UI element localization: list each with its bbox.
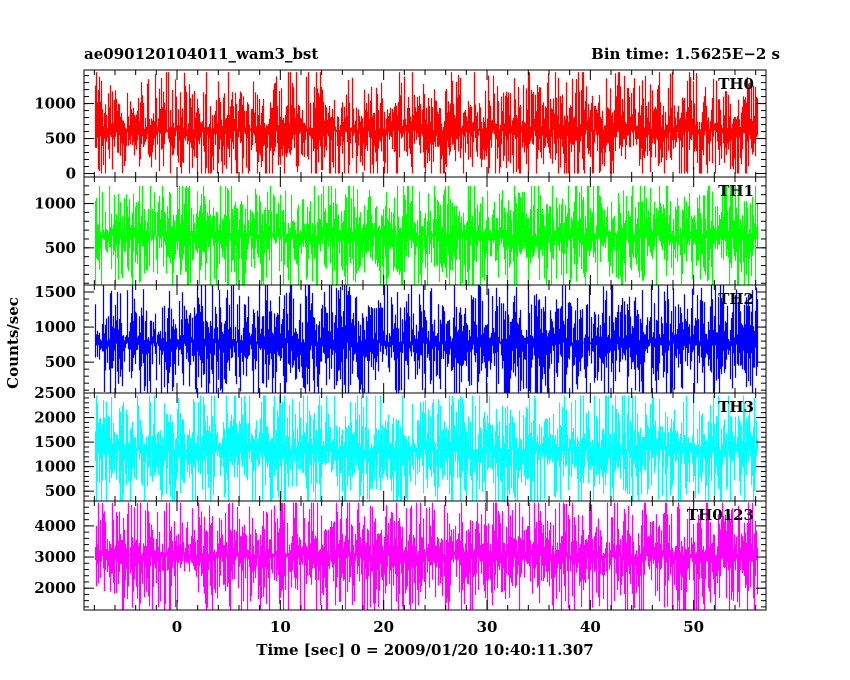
x-tick-label: 10 <box>270 618 291 636</box>
panel-label-th2: TH2 <box>718 290 754 308</box>
panel-th3: 500 1000 1500 2000 2500 TH3 <box>34 384 767 502</box>
x-tick-label: 0 <box>172 618 182 636</box>
y-tick-label: 1500 <box>34 283 76 301</box>
y-tick-label: 2000 <box>34 579 76 597</box>
series-th0123 <box>94 502 759 610</box>
series-th1 <box>94 185 759 285</box>
x-axis-label: Time [sec] 0 = 2009/01/20 10:40:11.307 <box>256 641 593 659</box>
panel-th0123: 2000 3000 4000 TH0123 <box>34 500 767 611</box>
panel-label-th3: TH3 <box>718 398 754 416</box>
y-tick-label: 500 <box>45 239 76 257</box>
y-tick-label: 3000 <box>34 548 76 566</box>
y-tick-label: 1000 <box>34 95 76 113</box>
y-tick-label: 500 <box>45 482 76 500</box>
y-tick-label: 500 <box>45 353 76 371</box>
panel-label-th0: TH0 <box>718 75 754 93</box>
series-th3 <box>94 395 759 501</box>
y-tick-label: 0 <box>66 165 76 183</box>
panel-label-th1: TH1 <box>718 182 754 200</box>
x-tick-label: 50 <box>683 618 704 636</box>
series-th2 <box>94 285 759 393</box>
y-tick-label: 500 <box>45 130 76 148</box>
series-th0 <box>94 72 759 174</box>
y-tick-label: 1500 <box>34 433 76 451</box>
panel-th1: 500 1000 TH1 <box>34 176 767 286</box>
y-tick-label: 2500 <box>34 384 76 402</box>
y-tick-label: 1000 <box>34 195 76 213</box>
panel-label-th0123: TH0123 <box>687 506 754 524</box>
y-tick-label: 1000 <box>34 318 76 336</box>
panel-th0: 0 500 1000 TH0 <box>34 69 767 183</box>
y-tick-label: 2000 <box>34 409 76 427</box>
panel-th2: 500 1000 1500 TH2 <box>34 283 767 394</box>
y-axis-label: Counts/sec <box>4 297 22 389</box>
bin-time-label: Bin time: 1.5625E−2 s <box>591 45 780 63</box>
y-tick-label: 1000 <box>34 458 76 476</box>
x-tick-label: 30 <box>477 618 498 636</box>
chart-title: ae090120104011_wam3_bst <box>84 45 318 63</box>
y-tick-label: 4000 <box>34 517 76 535</box>
x-tick-label: 40 <box>580 618 601 636</box>
x-tick-label: 20 <box>373 618 394 636</box>
